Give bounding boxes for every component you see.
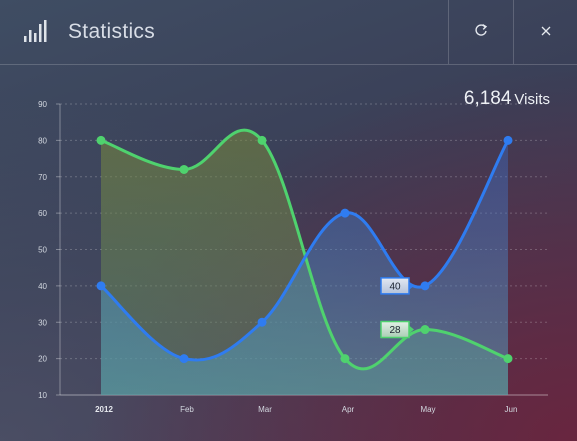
series-1-point-apr bbox=[340, 208, 350, 218]
series-1-point-2012 bbox=[96, 281, 106, 291]
series-0-point-feb bbox=[179, 164, 189, 174]
x-tick-label: Jun bbox=[505, 405, 518, 414]
tooltip-value: 40 bbox=[389, 281, 401, 292]
series-0-point-2012 bbox=[96, 135, 106, 145]
y-tick-label: 50 bbox=[38, 246, 47, 255]
series-1-point-may bbox=[420, 281, 430, 291]
visits-summary: 6,184 Visits bbox=[464, 88, 550, 110]
series-0-point-jun bbox=[503, 354, 513, 364]
tooltip-value: 28 bbox=[389, 325, 401, 336]
refresh-icon bbox=[474, 22, 488, 43]
bar-chart-icon bbox=[24, 20, 48, 42]
x-tick-label: Mar bbox=[258, 405, 272, 414]
y-tick-label: 90 bbox=[38, 100, 47, 109]
x-tick-label: 2012 bbox=[95, 405, 113, 414]
y-tick-label: 60 bbox=[38, 209, 47, 218]
y-tick-label: 10 bbox=[38, 391, 47, 400]
x-tick-label: Feb bbox=[180, 405, 194, 414]
series-0-point-mar bbox=[257, 135, 267, 145]
x-tick-label: Apr bbox=[342, 405, 355, 414]
series-1-point-mar bbox=[257, 317, 267, 327]
refresh-button[interactable] bbox=[448, 0, 513, 64]
visits-count: 6,184 bbox=[463, 88, 512, 109]
y-tick-label: 70 bbox=[38, 173, 47, 182]
tooltip-may-series-1: 40 bbox=[380, 277, 414, 295]
series-0-point-may bbox=[420, 325, 430, 335]
close-icon bbox=[541, 23, 551, 41]
y-tick-label: 20 bbox=[38, 355, 47, 364]
x-tick-label: May bbox=[420, 405, 435, 414]
y-tick-label: 30 bbox=[38, 318, 47, 327]
y-tick-label: 40 bbox=[38, 282, 47, 291]
series-0-point-apr bbox=[340, 354, 350, 364]
tooltip-arrow bbox=[409, 281, 414, 290]
tooltip-arrow bbox=[409, 325, 414, 334]
tooltip-may-series-0: 28 bbox=[380, 320, 414, 339]
y-tick-label: 80 bbox=[38, 136, 47, 145]
page-title: Statistics bbox=[68, 20, 156, 43]
close-button[interactable] bbox=[513, 0, 577, 64]
series-1-point-jun bbox=[503, 135, 513, 145]
panel-header: Statistics bbox=[0, 0, 577, 65]
series-1-point-feb bbox=[179, 354, 189, 364]
visits-label: Visits bbox=[514, 91, 550, 108]
